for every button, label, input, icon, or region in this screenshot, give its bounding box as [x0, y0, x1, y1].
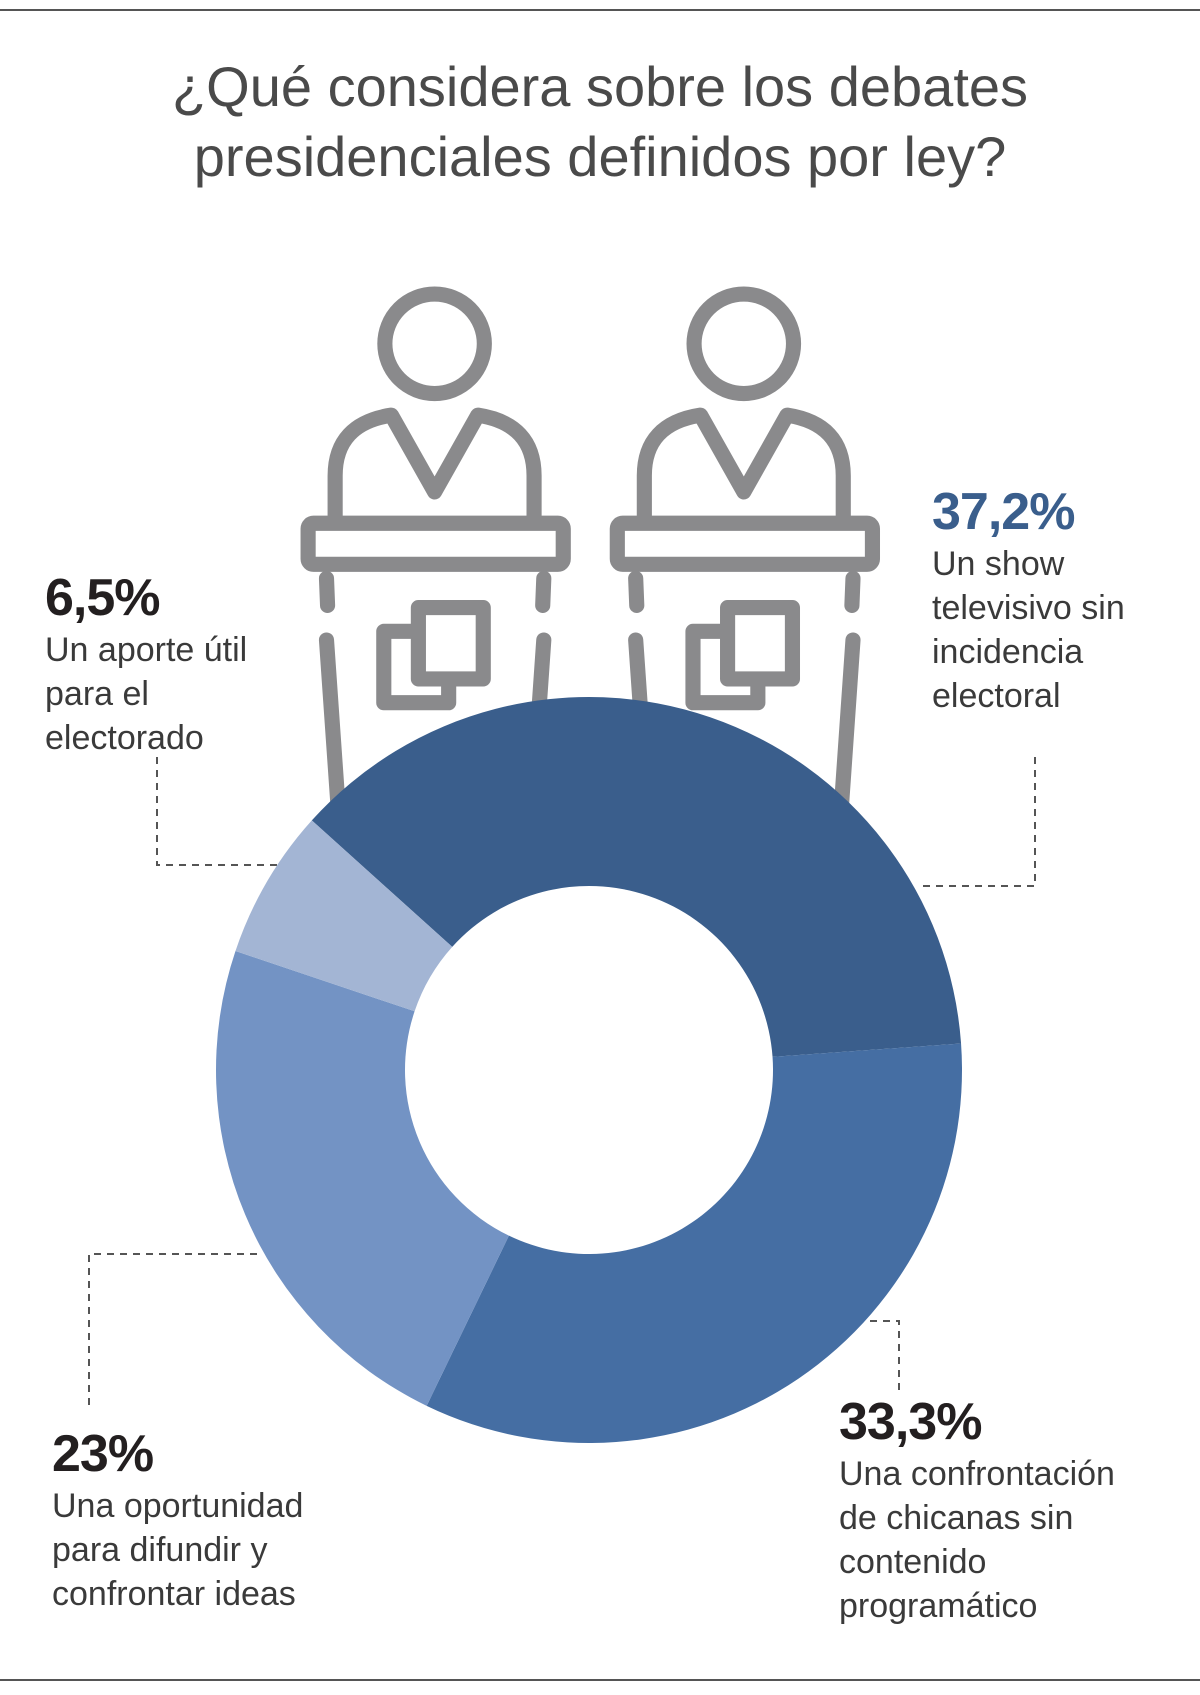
category-label: Un show televisivo sin incidencia electo…: [932, 545, 1125, 715]
value-label: 33,3%: [839, 1393, 982, 1451]
leader-line: [917, 757, 1036, 887]
podium-icons: [300, 286, 881, 819]
donut-segment: [235, 820, 453, 1012]
category-label: Un aporte útil para el electorado: [45, 631, 248, 757]
speaker-icon: [609, 286, 881, 819]
donut-segment: [426, 1043, 962, 1443]
value-label: 37,2%: [932, 483, 1075, 541]
value-label: 23%: [52, 1425, 154, 1483]
donut-segment: [216, 951, 509, 1406]
category-label: Una oportunidad para difundir y confront…: [52, 1487, 304, 1613]
category-label: Una confrontación de chicanas sin conten…: [839, 1455, 1115, 1625]
leader-line: [156, 757, 279, 866]
leader-line: [870, 1320, 900, 1394]
chart-title: ¿Qué considera sobre los debates preside…: [171, 55, 1029, 188]
leader-lines: [88, 757, 1036, 1405]
leader-line: [88, 1253, 259, 1405]
value-label: 6,5%: [45, 569, 161, 627]
speaker-icon: [300, 286, 571, 819]
donut-segment: [311, 696, 962, 1057]
